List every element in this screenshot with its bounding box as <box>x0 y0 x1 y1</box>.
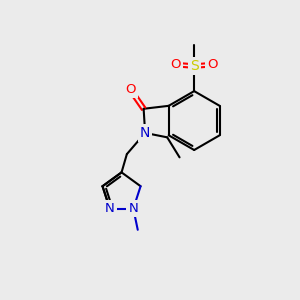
Text: N: N <box>128 202 138 215</box>
Text: O: O <box>207 58 218 71</box>
Text: S: S <box>190 59 199 73</box>
Text: N: N <box>140 126 150 140</box>
Text: O: O <box>125 83 136 96</box>
Text: N: N <box>105 202 115 215</box>
Text: O: O <box>171 58 181 71</box>
